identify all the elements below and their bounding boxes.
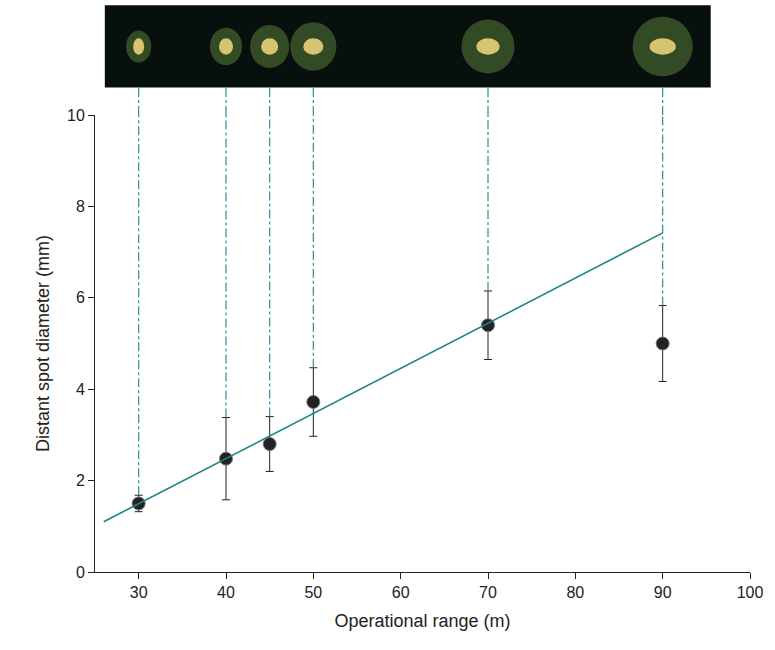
svg-text:100: 100	[737, 584, 764, 601]
svg-text:10: 10	[67, 107, 85, 124]
svg-text:60: 60	[392, 584, 410, 601]
svg-text:40: 40	[217, 584, 235, 601]
svg-text:90: 90	[654, 584, 672, 601]
svg-text:Operational range (m): Operational range (m)	[334, 611, 510, 631]
svg-text:4: 4	[76, 381, 85, 398]
svg-text:70: 70	[479, 584, 497, 601]
svg-text:0: 0	[76, 564, 85, 581]
svg-text:30: 30	[130, 584, 148, 601]
svg-text:2: 2	[76, 472, 85, 489]
svg-text:80: 80	[566, 584, 584, 601]
svg-text:8: 8	[76, 198, 85, 215]
svg-text:50: 50	[304, 584, 322, 601]
svg-text:6: 6	[76, 289, 85, 306]
svg-text:Distant spot diameter (mm): Distant spot diameter (mm)	[33, 235, 53, 452]
